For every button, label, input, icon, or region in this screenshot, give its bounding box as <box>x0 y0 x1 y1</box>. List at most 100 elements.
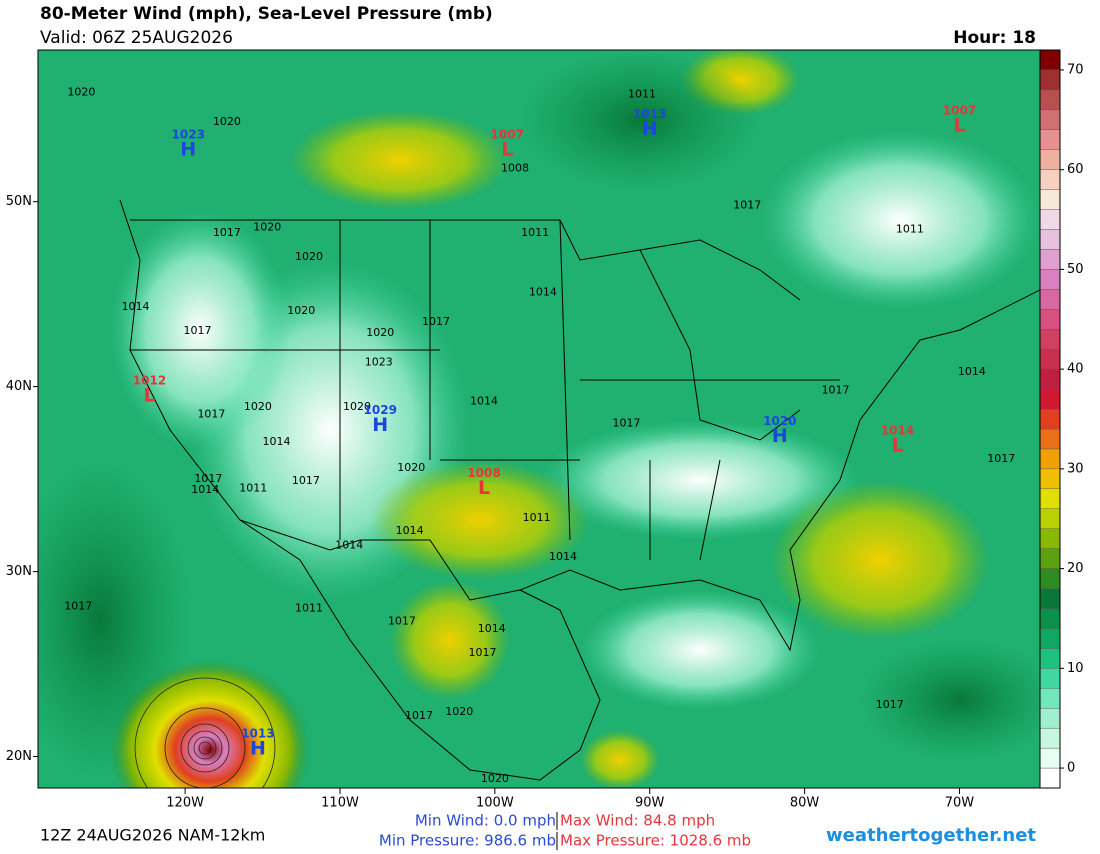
colorbar-bin <box>1039 428 1061 450</box>
pressure-center-letter: L <box>953 114 965 136</box>
isobar-label: 1023 <box>365 356 393 369</box>
x-tick-label: 80W <box>790 796 820 811</box>
colorbar-bin <box>1039 668 1061 689</box>
isobar-label: 1020 <box>253 221 281 234</box>
isobar-label: 1020 <box>481 772 509 785</box>
isobar-label: 1011 <box>521 226 549 239</box>
max-pressure: Max Pressure: 1028.6 mb <box>560 832 751 850</box>
colorbar-bin <box>1039 209 1061 230</box>
x-tick-label: 90W <box>635 796 665 811</box>
colorbar-bin <box>1039 229 1061 250</box>
isobar-label: 1020 <box>366 326 394 339</box>
colorbar-bin <box>1039 708 1061 729</box>
colorbar-bin <box>1039 249 1061 270</box>
isobar-label: 1014 <box>958 365 986 378</box>
pressure-center-letter: L <box>501 138 513 160</box>
isobar-label: 1017 <box>422 315 450 328</box>
colorbar-bin <box>1039 149 1061 170</box>
isobar-label: 1017 <box>213 226 241 239</box>
colorbar-bin <box>1039 747 1061 769</box>
isobar-label: 1017 <box>613 417 641 430</box>
model-run: 12Z 24AUG2026 NAM-12km <box>40 826 265 845</box>
colorbar-bin <box>1039 468 1061 490</box>
min-wind: Min Wind: 0.0 mph <box>415 812 556 830</box>
colorbar-bin <box>1039 269 1061 290</box>
wind-shade <box>860 640 1040 760</box>
colorbar-bin <box>1039 408 1061 430</box>
pressure-center-value: 1023 <box>172 127 205 141</box>
x-tick-label: 110W <box>321 796 359 811</box>
colorbar-frame <box>1039 49 1061 789</box>
colorbar-bin <box>1039 608 1061 629</box>
isobar-label: 1014 <box>396 524 424 537</box>
wind-shade <box>390 580 510 700</box>
colorbar-bin <box>1039 129 1061 150</box>
isobar-label: 1017 <box>876 698 904 711</box>
colorbar-tick-label: 70 <box>1067 62 1084 77</box>
colorbar-bin <box>1039 528 1061 549</box>
wind-shade <box>520 50 760 190</box>
pressure-center-letter: H <box>772 425 788 447</box>
pressure-center-value: 1029 <box>364 403 397 417</box>
isobar-label: 1011 <box>523 511 551 524</box>
isobar-label: 1014 <box>529 285 557 298</box>
title: 80-Meter Wind (mph), Sea-Level Pressure … <box>40 4 493 24</box>
wind-shade <box>770 480 990 640</box>
colorbar-bin <box>1039 548 1061 569</box>
pressure-center-letter: L <box>143 384 155 406</box>
borders <box>119 199 1040 781</box>
wind-shade <box>370 460 590 580</box>
colorbar-bin <box>1039 588 1061 609</box>
isobar-label: 1020 <box>67 86 95 99</box>
forecast-hour: Hour: 18 <box>953 28 1036 48</box>
colorbar-bin <box>1039 488 1061 509</box>
valid-time: Valid: 06Z 25AUG2026 <box>40 28 233 48</box>
min-pressure: Min Pressure: 986.6 mb <box>379 832 556 850</box>
wind-shade <box>580 590 820 710</box>
wind-field <box>38 50 1040 788</box>
y-tick-label: 20N <box>6 749 32 764</box>
colorbar-bin <box>1039 648 1061 669</box>
isobar-label: 1011 <box>896 222 924 235</box>
isobar-label: 1014 <box>470 394 498 407</box>
pressure-center-letter: H <box>250 738 266 760</box>
pressure-center-letter: L <box>478 477 490 499</box>
colorbar: 0 10 20 30 40 50 60 70 <box>1039 49 1084 789</box>
y-tick-label: 50N <box>6 194 32 209</box>
wind-shade <box>580 730 660 788</box>
pressure-center-letter: H <box>372 414 388 436</box>
cyclone-isobars <box>134 677 276 788</box>
isobar-label: 1011 <box>628 87 656 100</box>
isobar-label: 1020 <box>445 705 473 718</box>
colorbar-bin <box>1039 628 1061 649</box>
colorbar-bin <box>1039 368 1061 390</box>
colorbar-tick-label: 40 <box>1067 362 1084 377</box>
max-wind: Max Wind: 84.8 mph <box>560 812 715 830</box>
isobar-label: 1008 <box>501 161 529 174</box>
colorbar-bin <box>1039 309 1061 330</box>
colorbar-bin <box>1039 727 1061 749</box>
pressure-center-value: 1012 <box>133 373 166 387</box>
colorbar-bin <box>1039 189 1061 210</box>
isobar-label: 1014 <box>262 435 290 448</box>
colorbar-bin <box>1039 89 1061 111</box>
colorbar-tick-label: 50 <box>1067 262 1084 277</box>
isobar-label: 1017 <box>987 452 1015 465</box>
isobar-label: 1020 <box>213 115 241 128</box>
isobar-label: 1011 <box>295 602 323 615</box>
isobar-label: 1017 <box>468 646 496 659</box>
pressure-center-value: 1007 <box>943 103 976 117</box>
wind-shade <box>760 130 1040 310</box>
colorbar-bin <box>1039 388 1061 410</box>
colorbar-bin <box>1039 688 1061 709</box>
pressure-center-value: 1013 <box>633 107 666 121</box>
isobar-label: 1020 <box>244 400 272 413</box>
isobar-label: 1017 <box>388 615 416 628</box>
isobar-label: 1014 <box>122 300 150 313</box>
wind-shade <box>290 110 510 210</box>
isobar-label: 1020 <box>397 461 425 474</box>
colorbar-bin <box>1039 448 1061 470</box>
colorbar-bin <box>1039 69 1061 91</box>
pressure-center-value: 1007 <box>491 127 524 141</box>
